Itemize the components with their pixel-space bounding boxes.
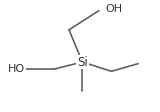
Text: OH: OH — [105, 4, 122, 14]
Text: HO: HO — [8, 64, 25, 74]
Text: Si: Si — [77, 56, 88, 69]
